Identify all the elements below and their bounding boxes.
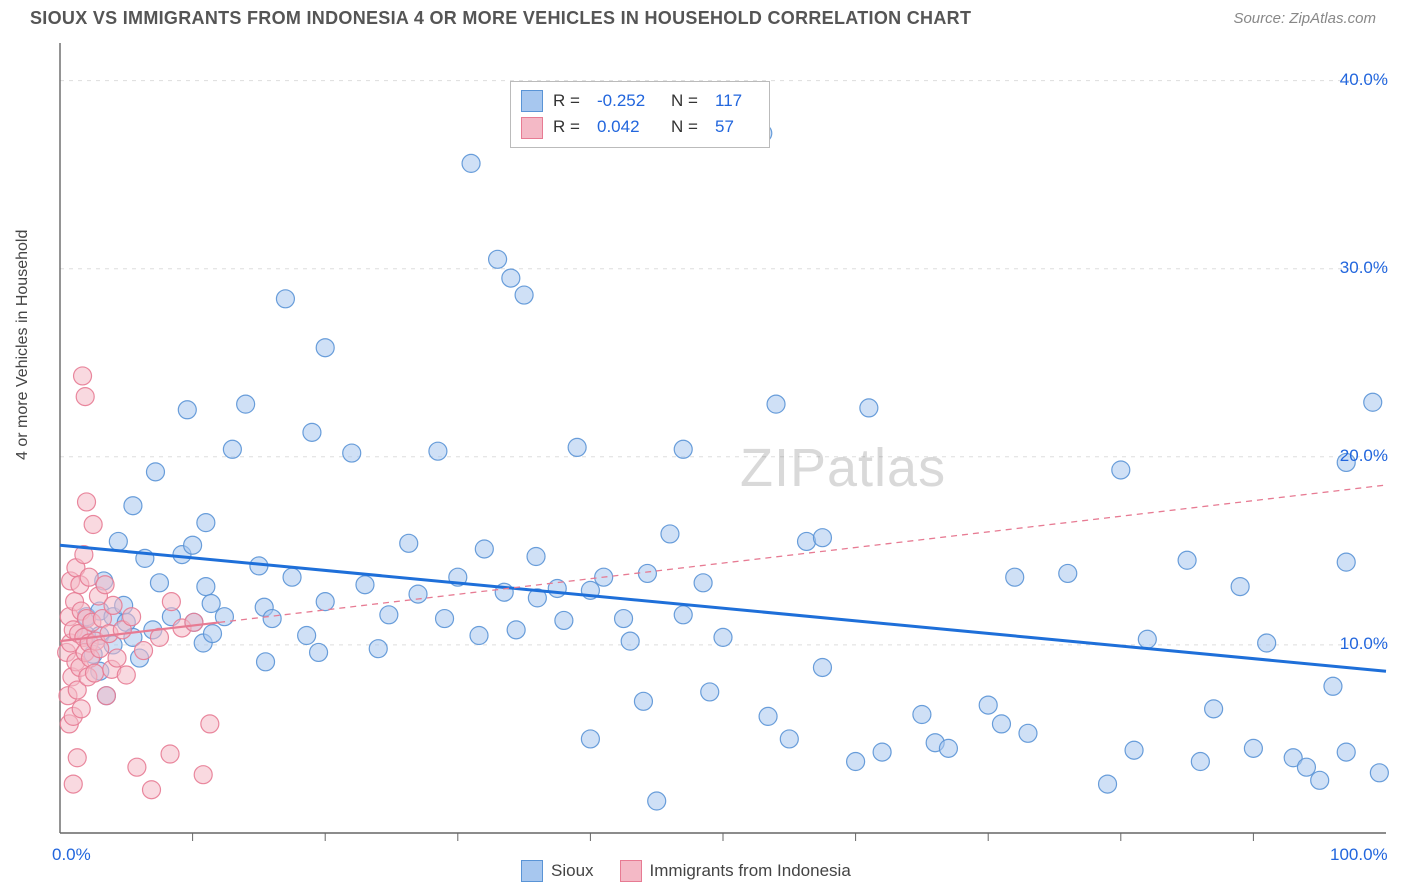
legend-item-sioux: Sioux (521, 860, 594, 882)
sioux-swatch-icon (521, 90, 543, 112)
legend-label-sioux: Sioux (551, 861, 594, 881)
n-value-indonesia: 57 (715, 114, 755, 140)
y-tick-label: 40.0% (1298, 70, 1388, 90)
legend-label-indonesia: Immigrants from Indonesia (650, 861, 851, 881)
scatter-chart (50, 37, 1396, 847)
r-value-indonesia: 0.042 (597, 114, 661, 140)
x-tick-label: 100.0% (1330, 845, 1388, 865)
chart-area: ZIPatlas R = -0.252 N = 117 R = 0.042 N … (50, 37, 1406, 847)
correlation-box: R = -0.252 N = 117 R = 0.042 N = 57 (510, 81, 770, 148)
r-value-sioux: -0.252 (597, 88, 661, 114)
n-value-sioux: 117 (715, 88, 755, 114)
source-label: Source: ZipAtlas.com (1233, 10, 1376, 27)
bottom-legend: Sioux Immigrants from Indonesia (521, 860, 851, 882)
y-tick-label: 10.0% (1298, 634, 1388, 654)
legend-item-indonesia: Immigrants from Indonesia (620, 860, 851, 882)
correlation-row-2: R = 0.042 N = 57 (521, 114, 755, 140)
correlation-row-1: R = -0.252 N = 117 (521, 88, 755, 114)
header: SIOUX VS IMMIGRANTS FROM INDONESIA 4 OR … (0, 0, 1406, 33)
indonesia-swatch-icon (521, 117, 543, 139)
y-tick-label: 20.0% (1298, 446, 1388, 466)
sioux-swatch-icon (521, 860, 543, 882)
r-label: R = (553, 88, 587, 114)
indonesia-swatch-icon (620, 860, 642, 882)
y-axis-label: 4 or more Vehicles in Household (14, 230, 32, 460)
chart-title: SIOUX VS IMMIGRANTS FROM INDONESIA 4 OR … (30, 8, 971, 29)
y-tick-label: 30.0% (1298, 258, 1388, 278)
n-label: N = (671, 114, 705, 140)
r-label: R = (553, 114, 587, 140)
n-label: N = (671, 88, 705, 114)
x-tick-label: 0.0% (52, 845, 91, 865)
